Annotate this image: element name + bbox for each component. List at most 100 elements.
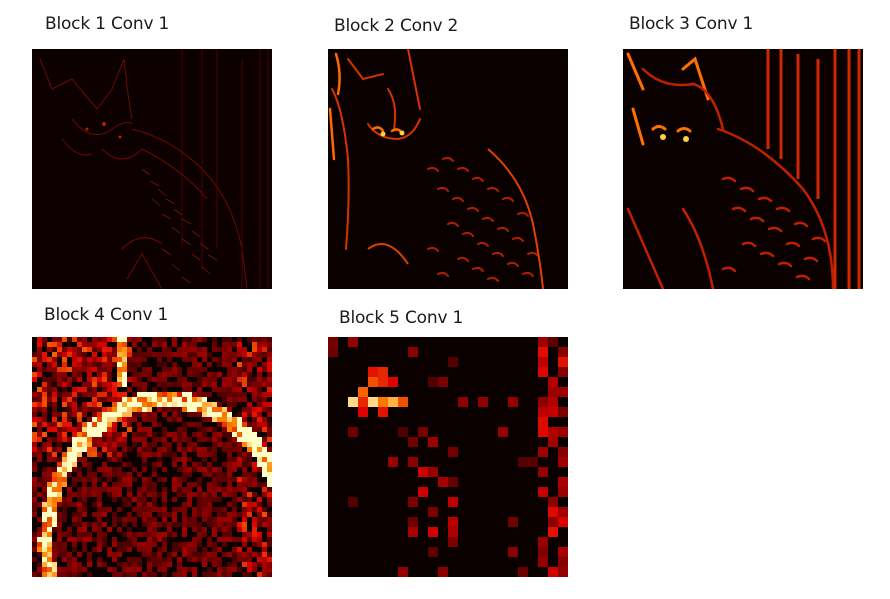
heat-cell — [262, 362, 267, 367]
heat-cell — [137, 397, 142, 402]
heat-cell — [202, 552, 207, 557]
heat-cell — [267, 462, 272, 467]
heat-cell — [117, 407, 122, 412]
heat-cell — [32, 467, 37, 472]
heat-cell — [107, 547, 112, 552]
heat-cell — [92, 502, 97, 507]
heat-cell — [162, 372, 167, 377]
heat-cell — [262, 367, 267, 372]
heat-cell — [57, 552, 62, 557]
heat-cell — [187, 467, 192, 472]
heat-cell — [97, 512, 102, 517]
heat-cell — [82, 447, 87, 452]
heat-cell — [182, 547, 187, 552]
heat-cell — [167, 557, 172, 562]
heat-cell — [538, 367, 548, 377]
heat-cell — [222, 542, 227, 547]
heat-cell — [212, 357, 217, 362]
heat-cell — [42, 397, 47, 402]
heat-cell — [132, 432, 137, 437]
heat-cell — [242, 467, 247, 472]
heat-cell — [167, 407, 172, 412]
heat-cell — [162, 517, 167, 522]
heat-cell — [117, 442, 122, 447]
heat-cell — [142, 387, 147, 392]
heat-cell — [77, 567, 82, 572]
heat-cell — [252, 527, 257, 532]
heat-cell — [267, 452, 272, 457]
heat-cell — [162, 382, 167, 387]
heat-cell — [252, 407, 257, 412]
heat-cell — [117, 487, 122, 492]
heat-cell — [247, 462, 252, 467]
heat-cell — [257, 457, 262, 462]
heat-cell — [102, 387, 107, 392]
heat-cell — [107, 422, 112, 427]
heat-cell — [157, 357, 162, 362]
heat-cell — [132, 412, 137, 417]
heat-cell — [257, 417, 262, 422]
heat-cell — [37, 352, 42, 357]
heat-cell — [257, 517, 262, 522]
heat-cell — [232, 547, 237, 552]
heat-cell — [52, 497, 57, 502]
heat-cell — [192, 357, 197, 362]
heat-cell — [142, 477, 147, 482]
heat-cell — [217, 412, 222, 417]
heat-cell — [227, 502, 232, 507]
heat-cell — [147, 522, 152, 527]
heat-cell — [57, 467, 62, 472]
heat-cell — [177, 567, 182, 572]
heat-cell — [247, 482, 252, 487]
heat-cell — [182, 487, 187, 492]
heat-cell — [37, 502, 42, 507]
heat-cell — [252, 517, 257, 522]
heat-cell — [182, 502, 187, 507]
heat-cell — [257, 562, 262, 567]
heat-cell — [42, 412, 47, 417]
heat-cell — [237, 427, 242, 432]
heat-cell — [87, 522, 92, 527]
heat-cell — [122, 347, 127, 352]
heat-cell — [172, 352, 177, 357]
heat-cell — [267, 387, 272, 392]
heat-cell — [137, 407, 142, 412]
heat-cell — [328, 337, 338, 347]
heat-cell — [227, 362, 232, 367]
heat-cell — [192, 537, 197, 542]
heat-cell — [77, 517, 82, 522]
heat-cell — [97, 537, 102, 542]
heat-cell — [77, 352, 82, 357]
heat-cell — [182, 422, 187, 427]
heat-cell — [122, 437, 127, 442]
heat-cell — [267, 422, 272, 427]
heat-cell — [127, 347, 132, 352]
heat-cell — [82, 507, 87, 512]
heat-cell — [152, 462, 157, 467]
heat-cell — [398, 567, 408, 577]
heat-cell — [127, 362, 132, 367]
heat-cell — [42, 512, 47, 517]
heat-cell — [152, 377, 157, 382]
heat-cell — [257, 352, 262, 357]
heat-cell — [142, 507, 147, 512]
heat-cell — [87, 442, 92, 447]
heat-cell — [87, 382, 92, 387]
heat-cell — [538, 397, 548, 407]
heat-cell — [47, 572, 52, 577]
heat-cell — [167, 552, 172, 557]
heat-cell — [242, 557, 247, 562]
heat-cell — [137, 352, 142, 357]
heat-cell — [32, 492, 37, 497]
heat-cell — [52, 472, 57, 477]
heat-cell — [142, 512, 147, 517]
heat-cell — [42, 422, 47, 427]
heat-cell — [202, 402, 207, 407]
heat-cell — [67, 367, 72, 372]
heat-cell — [227, 412, 232, 417]
heat-cell — [252, 552, 257, 557]
heat-cell — [117, 357, 122, 362]
heat-cell — [62, 452, 67, 457]
heat-cell — [262, 562, 267, 567]
